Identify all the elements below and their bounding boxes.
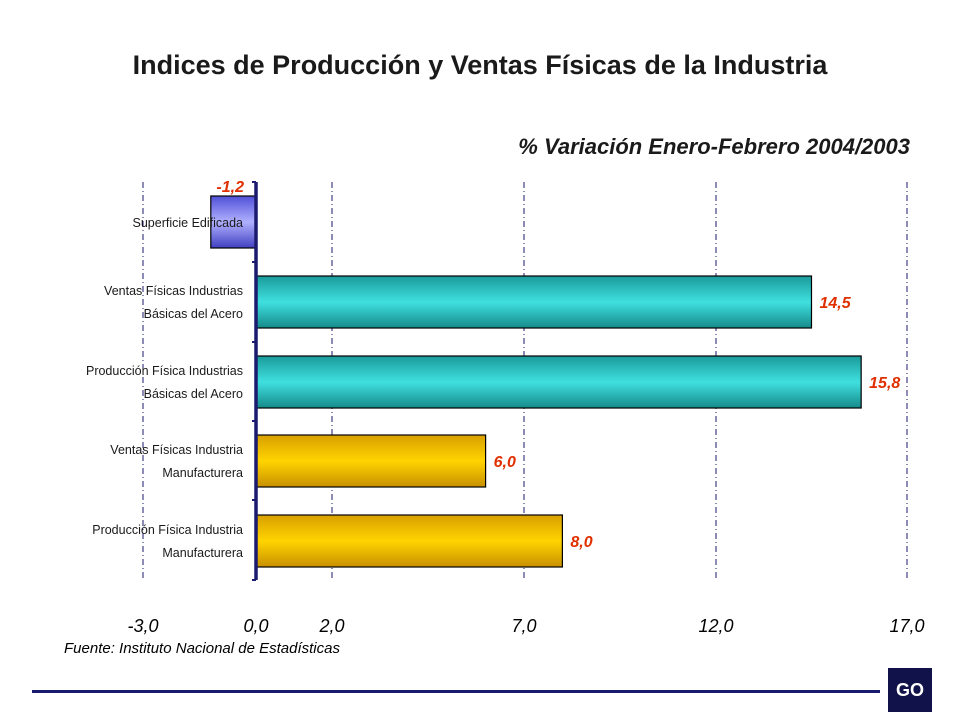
category-label: Ventas Físicas Industrias — [104, 284, 243, 298]
category-label: Superficie Edificada — [133, 216, 244, 230]
bar-4 — [255, 514, 563, 568]
bar-0 — [210, 195, 257, 249]
category-label: Producción Física Industria — [92, 523, 243, 537]
category-label: Manufacturera — [162, 466, 243, 480]
category-label: Básicas del Acero — [144, 307, 243, 321]
value-label: 8,0 — [570, 534, 592, 551]
category-label: Manufacturera — [162, 546, 243, 560]
value-label: 15,8 — [869, 375, 900, 392]
x-tick-label: 12,0 — [698, 616, 733, 636]
chart-title: Indices de Producción y Ventas Físicas d… — [132, 50, 828, 80]
x-tick-label: 0,0 — [243, 616, 268, 636]
x-tick-label: 2,0 — [318, 616, 344, 636]
bar-1 — [255, 275, 813, 329]
bar-2 — [255, 355, 862, 409]
x-tick-label: 17,0 — [889, 616, 924, 636]
chart-subtitle: % Variación Enero-Febrero 2004/2003 — [518, 134, 910, 159]
category-label: Básicas del Acero — [144, 387, 243, 401]
x-tick-label: -3,0 — [127, 616, 158, 636]
bar-3 — [255, 434, 487, 488]
footer-rule — [32, 690, 880, 693]
value-label: 6,0 — [494, 454, 516, 471]
category-label: Ventas Físicas Industria — [110, 443, 243, 457]
company-logo: GO — [888, 668, 932, 712]
x-tick-label: 7,0 — [511, 616, 536, 636]
value-label: 14,5 — [820, 295, 852, 312]
value-label: -1,2 — [216, 179, 244, 196]
source-note: Fuente: Instituto Nacional de Estadístic… — [64, 640, 340, 657]
category-label: Producción Física Industrias — [86, 364, 243, 378]
